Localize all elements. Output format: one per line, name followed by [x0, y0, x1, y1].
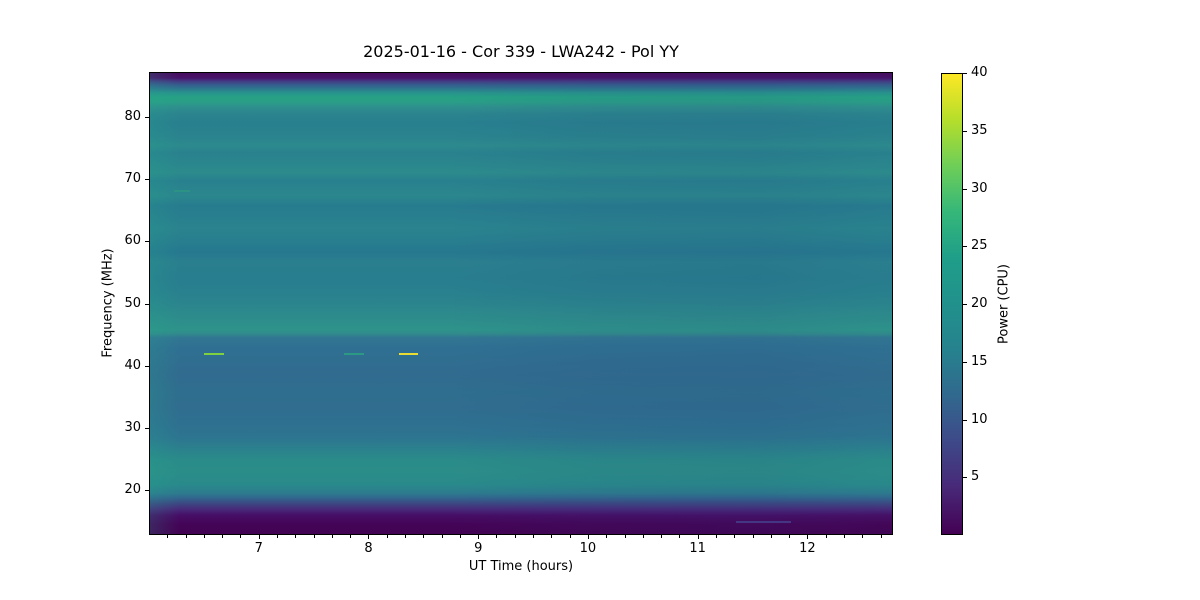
- x-minor-tick: [752, 535, 754, 538]
- y-tick-label: 70: [124, 171, 141, 187]
- x-minor-tick: [331, 535, 333, 538]
- colorbar-tick-label: 5: [971, 469, 980, 485]
- x-minor-tick: [533, 535, 535, 538]
- x-minor-tick: [313, 535, 315, 538]
- event-dash-bright-burst-2: [399, 353, 418, 356]
- y-major-tick: [145, 490, 149, 492]
- x-tick-label: 7: [254, 541, 263, 556]
- event-dash-faint-blue-streak: [735, 521, 791, 524]
- x-minor-tick: [862, 535, 864, 538]
- y-tick-label: 20: [124, 482, 141, 498]
- colorbar-tick-label: 15: [971, 353, 988, 369]
- y-axis-label: Frequency (MHz): [100, 248, 116, 358]
- x-minor-tick: [459, 535, 461, 538]
- event-dash-bright-burst-1: [203, 353, 224, 356]
- x-minor-tick: [606, 535, 608, 538]
- colorbar-tick: [963, 419, 967, 421]
- x-major-tick: [478, 535, 480, 539]
- y-tick-label: 30: [124, 419, 141, 435]
- x-minor-tick: [551, 535, 553, 538]
- colorbar-tick: [963, 188, 967, 190]
- x-minor-tick: [514, 535, 516, 538]
- y-major-tick: [145, 365, 149, 367]
- y-major-tick: [145, 303, 149, 305]
- y-major-tick: [145, 179, 149, 181]
- x-minor-tick: [405, 535, 407, 538]
- x-minor-tick: [423, 535, 425, 538]
- colorbar-label: Power (CPU): [996, 263, 1012, 345]
- y-tick-label: 80: [124, 108, 141, 124]
- x-minor-tick: [277, 535, 279, 538]
- x-minor-tick: [222, 535, 224, 538]
- x-tick-label: 9: [474, 541, 483, 556]
- x-minor-tick: [624, 535, 626, 538]
- colorbar-tick: [963, 304, 967, 305]
- y-major-tick: [145, 427, 149, 429]
- x-minor-tick: [843, 535, 845, 538]
- x-minor-tick: [661, 535, 663, 538]
- x-minor-tick: [167, 535, 169, 538]
- plot-title: 2025-01-16 - Cor 339 - LWA242 - Pol YY: [363, 42, 679, 61]
- colorbar-tick-label: 40: [971, 65, 988, 80]
- x-major-tick: [807, 535, 809, 539]
- right-side-shading-overlay: [150, 73, 892, 534]
- x-major-tick: [697, 535, 699, 539]
- colorbar-tick-label: 30: [971, 180, 988, 196]
- x-minor-tick: [715, 535, 717, 538]
- x-tick-label: 12: [799, 541, 816, 556]
- x-minor-tick: [569, 535, 571, 538]
- y-tick-label: 60: [124, 233, 141, 249]
- x-major-tick: [258, 535, 260, 539]
- x-minor-tick: [295, 535, 297, 538]
- colorbar-tick: [963, 477, 967, 479]
- x-tick-label: 11: [689, 541, 706, 556]
- x-minor-tick: [441, 535, 443, 538]
- x-minor-tick: [789, 535, 791, 538]
- x-tick-label: 10: [579, 541, 597, 556]
- colorbar-tick-label: 20: [971, 296, 988, 311]
- x-minor-tick: [386, 535, 388, 538]
- colorbar-tick: [963, 73, 967, 74]
- x-minor-tick: [350, 535, 352, 538]
- y-major-tick: [145, 116, 149, 118]
- colorbar: [941, 73, 963, 535]
- x-minor-tick: [203, 535, 205, 538]
- y-tick-label: 40: [124, 357, 141, 373]
- x-tick-label: 8: [364, 541, 373, 556]
- x-minor-tick: [642, 535, 644, 538]
- event-dash-faint-enhancement: [174, 190, 190, 193]
- left-edge-tint-overlay: [150, 73, 892, 534]
- x-minor-tick: [185, 535, 187, 538]
- x-minor-tick: [770, 535, 772, 538]
- y-major-tick: [145, 241, 149, 243]
- colorbar-tick: [963, 130, 967, 132]
- x-minor-tick: [496, 535, 498, 538]
- colorbar-tick: [963, 361, 967, 363]
- x-minor-tick: [880, 535, 882, 538]
- x-minor-tick: [679, 535, 681, 538]
- spectrogram-heatmap: [149, 72, 893, 535]
- colorbar-tick-label: 10: [971, 411, 988, 427]
- x-major-tick: [587, 535, 589, 539]
- x-minor-tick: [734, 535, 736, 538]
- x-major-tick: [368, 535, 370, 539]
- event-dash-faint-burst: [344, 353, 364, 356]
- colorbar-tick-label: 35: [971, 122, 988, 138]
- x-minor-tick: [825, 535, 827, 538]
- x-axis-label: UT Time (hours): [468, 559, 574, 574]
- x-minor-tick: [240, 535, 242, 538]
- colorbar-tick-label: 25: [971, 238, 988, 254]
- colorbar-tick: [963, 246, 967, 248]
- y-tick-label: 50: [124, 295, 141, 311]
